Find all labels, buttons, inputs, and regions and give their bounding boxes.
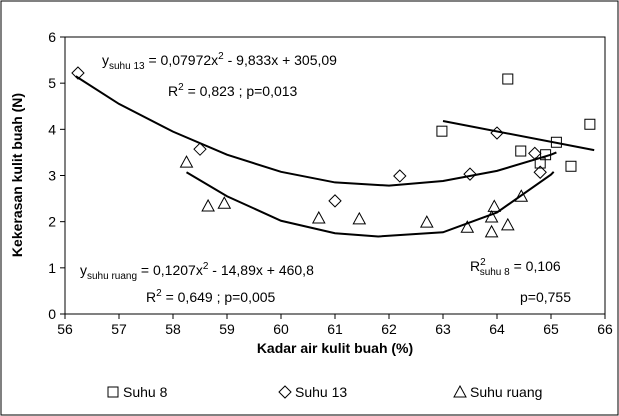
- marker-diamond: [278, 385, 292, 399]
- marker-triangle: [179, 155, 194, 168]
- marker-square: [550, 136, 562, 148]
- trendline: [442, 120, 595, 152]
- x-tick-label: 57: [111, 321, 127, 337]
- y-tick-label: 1: [48, 260, 56, 276]
- x-tick-label: 65: [543, 321, 559, 337]
- x-tick-label: 64: [489, 321, 505, 337]
- x-tick-label: 58: [165, 321, 181, 337]
- marker-diamond: [490, 126, 504, 140]
- x-axis-label: Kadar air kulit buah (%): [257, 340, 413, 356]
- marker-square: [502, 73, 514, 85]
- legend-label: Suhu 13: [295, 384, 347, 400]
- marker-triangle: [484, 210, 499, 223]
- marker-triangle: [514, 189, 529, 202]
- legend-label: Suhu ruang: [470, 384, 542, 400]
- marker-diamond: [328, 194, 342, 208]
- marker-triangle: [453, 384, 467, 398]
- marker-triangle: [201, 198, 215, 212]
- equation: ysuhu 13 = 0,07972x2 - 9,833x + 305,09: [102, 51, 337, 72]
- y-tick-label: 6: [48, 29, 56, 45]
- equation: p=0,755: [520, 289, 571, 305]
- x-tick-label: 60: [273, 321, 289, 337]
- marker-triangle: [311, 210, 326, 224]
- marker-triangle: [484, 224, 499, 238]
- marker-square: [540, 149, 552, 161]
- marker-triangle: [352, 211, 367, 225]
- trendline: [185, 171, 555, 238]
- y-tick-label: 3: [48, 168, 56, 184]
- y-tick-label: 2: [48, 214, 56, 230]
- y-tick-label: 4: [48, 121, 56, 137]
- y-tick-label: 0: [48, 306, 56, 322]
- trendline: [75, 75, 557, 187]
- marker-triangle: [217, 196, 232, 209]
- x-tick-label: 63: [435, 321, 451, 337]
- marker-diamond: [393, 169, 407, 183]
- marker-triangle: [419, 215, 434, 228]
- x-tick-label: 61: [327, 321, 343, 337]
- marker-diamond: [71, 66, 85, 80]
- marker-triangle: [460, 220, 475, 233]
- marker-square: [584, 118, 596, 130]
- marker-diamond: [193, 142, 207, 156]
- marker-square: [565, 160, 577, 172]
- x-tick-label: 56: [57, 321, 73, 337]
- y-axis-label: Kekerasan kulit buah (N): [9, 93, 25, 257]
- equation: R2 = 0,649 ; p=0,005: [146, 288, 276, 305]
- marker-diamond: [463, 167, 477, 181]
- marker-diamond: [533, 165, 547, 179]
- y-tick-label: 5: [48, 75, 56, 91]
- equation: R2 suhu 8 = 0,106: [470, 257, 561, 278]
- marker-triangle: [500, 217, 515, 231]
- equation: ysuhu ruang = 0,1207x2 - 14,89x + 460,8: [80, 261, 314, 282]
- marker-square: [436, 125, 448, 137]
- x-tick-label: 62: [381, 321, 397, 337]
- marker-triangle: [487, 199, 502, 212]
- x-tick-label: 66: [597, 321, 613, 337]
- marker-diamond: [528, 146, 542, 161]
- marker-square: [515, 145, 527, 157]
- legend-label: Suhu 8: [123, 384, 168, 400]
- x-tick-label: 59: [219, 321, 235, 337]
- equation: R2 = 0,823 ; p=0,013: [168, 82, 298, 99]
- marker-square: [107, 386, 119, 398]
